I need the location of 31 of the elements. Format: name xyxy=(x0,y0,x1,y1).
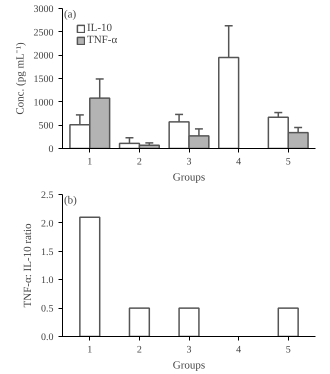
y-tick-label: 2500 xyxy=(34,27,54,38)
legend-label: TNF-α xyxy=(87,34,118,46)
y-tick-label: 2000 xyxy=(34,50,54,62)
y-tick-label: 0.0 xyxy=(41,332,54,343)
y-tick-label: 500 xyxy=(38,120,54,132)
y-tick-label: 2.5 xyxy=(41,190,54,201)
x-tick-label: 2 xyxy=(136,156,142,168)
y-tick-label: 1.0 xyxy=(41,275,54,286)
y-tick-label: 0.5 xyxy=(41,304,54,315)
y-tick-label: 3000 xyxy=(34,4,54,15)
y-axis-title: TNF-α: IL-10 ratio xyxy=(22,223,34,308)
chart-title: (a) xyxy=(64,8,77,20)
y-tick-label: 1000 xyxy=(34,97,54,108)
x-tick-label: 4 xyxy=(236,156,242,168)
y-tick-label: 1.5 xyxy=(41,246,54,258)
y-tick-label: 2.0 xyxy=(41,218,54,230)
y-axis-title: Conc. (pg mL⁻¹) xyxy=(14,42,26,115)
x-tick-label: 3 xyxy=(186,156,192,168)
x-tick-label: 5 xyxy=(286,156,291,168)
x-tick-label: 1 xyxy=(87,344,92,356)
x-axis-title: Groups xyxy=(172,360,206,372)
x-tick-label: 2 xyxy=(136,344,142,356)
y-tick-label: 0 xyxy=(48,144,54,155)
x-tick-label: 3 xyxy=(186,344,192,356)
chart-title: (b) xyxy=(64,194,78,206)
x-tick-label: 5 xyxy=(286,344,291,356)
x-tick-label: 4 xyxy=(236,344,242,356)
y-tick-label: 1500 xyxy=(34,74,54,85)
x-axis-title: Groups xyxy=(172,172,206,184)
legend-label: IL-10 xyxy=(87,22,112,34)
x-tick-label: 1 xyxy=(87,156,92,168)
